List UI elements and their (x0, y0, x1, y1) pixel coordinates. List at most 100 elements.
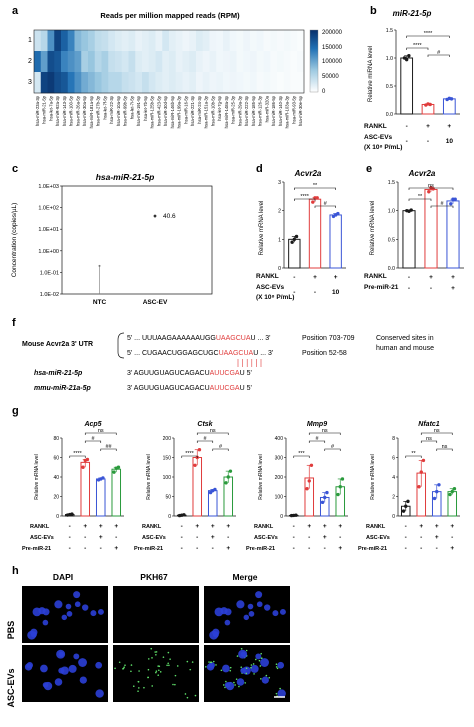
bar (402, 210, 416, 269)
data-point (421, 458, 426, 463)
y-tick-label: 0 (168, 514, 171, 520)
heatmap-cell (223, 51, 231, 73)
heatmap-cell (67, 51, 75, 73)
pkh67-signal (276, 667, 279, 670)
data-point (450, 489, 454, 494)
pkh67-signal (268, 676, 271, 679)
condition-mark: - (69, 545, 71, 552)
heatmap-mirna-label: hsa-miR-181a-5p (89, 95, 94, 128)
nucleus (81, 604, 89, 611)
condition-mark: - (293, 274, 295, 281)
subplot-ylabel: Relative mRNA level (370, 454, 376, 500)
y-tick-label: 100 (163, 475, 172, 481)
nucleus (256, 601, 263, 608)
data-point (309, 463, 314, 467)
nucleus (30, 631, 37, 638)
condition-mark: - (196, 534, 198, 541)
pkh67-signal (157, 669, 160, 672)
conserved-note: Conserved sites in human and mouse (376, 335, 436, 352)
nucleus (248, 611, 255, 617)
pkh67-signal (155, 671, 157, 674)
heatmap-cell (243, 30, 251, 52)
pkh67-signal (244, 682, 247, 684)
row-label-asc: ASC-EVs (364, 134, 393, 141)
panel-g-letter: g (12, 405, 19, 417)
y-tick-label: 1.0 (388, 209, 395, 215)
utr-label: Mouse Acvr2a 3' UTR (22, 341, 93, 348)
row-label-pre-mir: Pre-miR-21 (364, 284, 399, 291)
data-point (294, 513, 298, 517)
mmu-label: mmu-miR-21a-5p (34, 385, 92, 392)
pkh67-signal (176, 665, 179, 667)
pkh67-signal (154, 651, 156, 653)
heatmap-cell (182, 30, 190, 52)
condition-mark: + (451, 274, 455, 281)
row-label-asc: ASC-EVs (366, 535, 390, 541)
pkh67-signal (225, 680, 227, 683)
data-point (407, 54, 411, 58)
heatmap-cell (148, 51, 156, 73)
condition-mark: - (430, 285, 432, 292)
heatmap-mirna-label: hsa-miR-222-3p (244, 95, 249, 126)
y-tick-label: 300 (275, 456, 284, 462)
heatmap-cell (270, 30, 278, 52)
condition-mark: - (324, 545, 326, 552)
subplot-title: Acp5 (83, 421, 101, 428)
condition-mark: - (406, 123, 408, 130)
nucleus (78, 658, 87, 667)
pkh67-signal (143, 686, 145, 689)
condition-mark: - (293, 289, 295, 296)
condition-mark: - (314, 289, 316, 296)
heatmap-cell (121, 30, 129, 52)
heatmap-mirna-label: hsa-miR-99b-5p (123, 95, 128, 126)
significance-bracket (196, 432, 229, 435)
heatmap-cell (209, 72, 217, 94)
pkh67-signal (189, 668, 192, 671)
nucleus (56, 649, 66, 659)
data-point (409, 208, 413, 212)
pkh67-signal (215, 664, 217, 666)
data-point (307, 479, 311, 483)
significance-label: # (324, 201, 328, 207)
nucleus (222, 664, 230, 673)
heatmap-column-labels: hsa-miR-23a-3p hsa-miR-21-5p hsa-let-7a-5p… (35, 95, 303, 128)
condition-mark: - (339, 534, 341, 541)
micro-row-asc: ASC-EVs (6, 668, 16, 707)
significance-bracket (430, 205, 454, 208)
heatmap-cell (182, 72, 190, 94)
nucleus (66, 611, 73, 617)
significance-label: # (315, 436, 319, 442)
pkh67-signal (184, 693, 187, 695)
heatmap-cell (297, 51, 305, 73)
nucleus (263, 604, 271, 611)
chart-b-ylabel: Relative miRNA level (368, 46, 374, 102)
pkh67-signal (275, 663, 278, 665)
colorbar-tick: 50000 (322, 74, 339, 80)
heatmap-mirna-label: hsa-miR-10a-5p (116, 95, 121, 126)
significance-label: # (203, 436, 207, 442)
heatmap-cell (283, 30, 291, 52)
heatmap-cell (128, 30, 136, 52)
data-point (85, 457, 90, 462)
y-tick-label: 1 (278, 237, 281, 243)
condition-mark: - (69, 534, 71, 541)
heatmap-cell (47, 72, 55, 94)
pkh67-signal (260, 652, 262, 655)
pkh67-signal (265, 674, 268, 677)
heatmap-cell (81, 30, 89, 52)
subplot-ylabel: Relative mRNA level (146, 454, 152, 500)
y-tick-label: 8 (392, 436, 395, 442)
chart-c-ylabel: Concentration (copies/µL) (11, 203, 18, 278)
heatmap-cell (135, 30, 143, 52)
heatmap-cell (290, 51, 298, 73)
heatmap-cell (74, 72, 82, 94)
data-label: 40.6 (163, 213, 176, 220)
y-tick-label: 400 (275, 436, 284, 442)
panel-f-letter: f (12, 317, 16, 329)
y-tick-label: 40 (53, 475, 59, 481)
data-point (336, 211, 340, 216)
data-point (290, 240, 294, 244)
heatmap-cell (169, 72, 177, 94)
nucleus (95, 689, 104, 698)
chart-e-plot: 0.0 0.5 1.0 1.5 ns ** # - + + - - + (388, 180, 464, 292)
